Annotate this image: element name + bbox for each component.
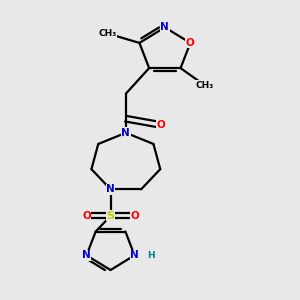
Text: CH₃: CH₃ <box>99 29 117 38</box>
Text: O: O <box>186 38 195 48</box>
Text: H: H <box>147 251 154 260</box>
Text: N: N <box>160 22 169 32</box>
Text: O: O <box>157 120 166 130</box>
Text: N: N <box>106 184 115 194</box>
Text: N: N <box>82 250 91 260</box>
Text: N: N <box>130 250 139 260</box>
Text: O: O <box>130 211 139 221</box>
Text: O: O <box>82 211 91 221</box>
Text: S: S <box>106 211 115 221</box>
Text: CH₃: CH₃ <box>196 81 214 90</box>
Text: N: N <box>122 128 130 138</box>
